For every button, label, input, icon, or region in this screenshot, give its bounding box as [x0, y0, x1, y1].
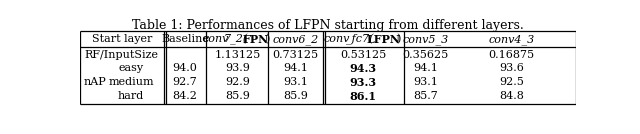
- Text: Baseline: Baseline: [161, 34, 209, 44]
- Text: conv: conv: [203, 34, 229, 44]
- Text: conv: conv: [324, 34, 350, 44]
- Text: easy: easy: [118, 63, 144, 73]
- Text: 85.9: 85.9: [225, 91, 250, 101]
- Text: 86.1: 86.1: [350, 91, 377, 102]
- Text: 1.13125: 1.13125: [214, 50, 260, 60]
- Text: conv6_2: conv6_2: [273, 34, 319, 44]
- Text: 93.3: 93.3: [349, 77, 377, 88]
- Text: 93.1: 93.1: [283, 77, 308, 87]
- Text: 0.53125: 0.53125: [340, 50, 387, 60]
- Text: 94.1: 94.1: [283, 63, 308, 73]
- Text: medium: medium: [108, 77, 154, 87]
- Text: LFPN: LFPN: [366, 34, 400, 45]
- Text: 93.6: 93.6: [499, 63, 524, 73]
- Text: Table 1: Performances of LFPN starting from different layers.: Table 1: Performances of LFPN starting f…: [132, 19, 524, 32]
- Text: conv4_3: conv4_3: [488, 34, 534, 44]
- Text: ): ): [396, 34, 401, 44]
- Text: ): ): [265, 34, 269, 44]
- Text: 0.16875: 0.16875: [488, 50, 534, 60]
- Text: 84.2: 84.2: [173, 91, 198, 101]
- Text: 7_2(: 7_2(: [223, 34, 248, 45]
- Text: 93.9: 93.9: [225, 63, 250, 73]
- Text: FPN: FPN: [242, 34, 268, 45]
- Text: conv5_3: conv5_3: [402, 34, 449, 44]
- Text: Start layer: Start layer: [92, 34, 152, 44]
- Text: hard: hard: [118, 91, 144, 101]
- Text: 94.0: 94.0: [173, 63, 198, 73]
- Text: 84.8: 84.8: [499, 91, 524, 101]
- Text: 92.5: 92.5: [499, 77, 524, 87]
- Text: 85.9: 85.9: [283, 91, 308, 101]
- Text: RF/InputSize: RF/InputSize: [85, 50, 159, 60]
- Text: 94.1: 94.1: [413, 63, 438, 73]
- Text: nAP: nAP: [83, 77, 106, 87]
- Text: 94.3: 94.3: [349, 63, 377, 74]
- Text: 92.7: 92.7: [173, 77, 197, 87]
- Text: _fc7(: _fc7(: [346, 34, 373, 45]
- Text: 85.7: 85.7: [413, 91, 438, 101]
- Text: 0.73125: 0.73125: [273, 50, 319, 60]
- Text: 92.9: 92.9: [225, 77, 250, 87]
- Text: 93.1: 93.1: [413, 77, 438, 87]
- Text: 0.35625: 0.35625: [402, 50, 449, 60]
